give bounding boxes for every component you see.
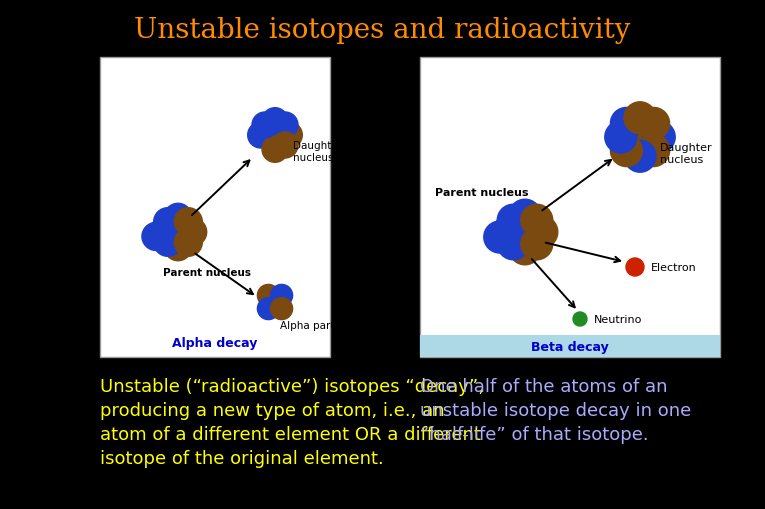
Circle shape — [271, 298, 292, 320]
Text: Parent nucleus: Parent nucleus — [163, 267, 251, 277]
Circle shape — [142, 223, 170, 251]
Text: Alpha particle: Alpha particle — [280, 320, 353, 330]
Circle shape — [521, 205, 553, 237]
Circle shape — [262, 137, 288, 163]
Circle shape — [257, 298, 279, 320]
Text: Alpha decay: Alpha decay — [172, 336, 258, 349]
Circle shape — [497, 229, 529, 260]
Circle shape — [526, 216, 558, 248]
Text: Daughter
nucleus: Daughter nucleus — [293, 140, 342, 162]
Circle shape — [179, 218, 207, 246]
Circle shape — [492, 216, 524, 248]
Circle shape — [164, 204, 192, 232]
Circle shape — [605, 122, 636, 154]
Circle shape — [610, 135, 643, 167]
Circle shape — [271, 285, 292, 307]
Bar — [420, 335, 720, 357]
Text: Neutrino: Neutrino — [594, 315, 643, 324]
Circle shape — [497, 205, 529, 237]
Circle shape — [643, 122, 675, 154]
Circle shape — [149, 218, 177, 246]
Circle shape — [573, 313, 587, 326]
Text: producing a new type of atom, i.e., an: producing a new type of atom, i.e., an — [100, 401, 444, 419]
Bar — [100, 58, 330, 357]
Circle shape — [637, 135, 669, 167]
Text: “half-life” of that isotope.: “half-life” of that isotope. — [420, 425, 649, 443]
Circle shape — [272, 113, 298, 139]
Circle shape — [272, 133, 298, 159]
Circle shape — [624, 141, 656, 173]
Circle shape — [262, 108, 288, 134]
Circle shape — [483, 221, 516, 253]
Bar — [420, 58, 720, 357]
Text: Unstable (“radioactive”) isotopes “decay”,: Unstable (“radioactive”) isotopes “decay… — [100, 377, 484, 395]
Text: Daughter
nucleus: Daughter nucleus — [660, 143, 713, 164]
Circle shape — [164, 233, 192, 261]
Circle shape — [154, 229, 182, 257]
Circle shape — [624, 122, 656, 154]
Text: unstable isotope decay in one: unstable isotope decay in one — [420, 401, 692, 419]
Circle shape — [276, 123, 302, 149]
Circle shape — [509, 200, 541, 232]
Text: Parent nucleus: Parent nucleus — [435, 188, 529, 197]
Circle shape — [509, 216, 541, 248]
Circle shape — [626, 259, 644, 276]
Circle shape — [509, 233, 541, 265]
Circle shape — [637, 108, 669, 140]
Text: atom of a different element OR a different: atom of a different element OR a differe… — [100, 425, 481, 443]
Text: One half of the atoms of an: One half of the atoms of an — [420, 377, 668, 395]
Circle shape — [248, 123, 274, 149]
Circle shape — [624, 103, 656, 134]
Circle shape — [164, 218, 192, 246]
Circle shape — [154, 208, 182, 236]
Circle shape — [174, 208, 202, 236]
Circle shape — [174, 229, 202, 257]
Circle shape — [252, 113, 278, 139]
Text: Beta decay: Beta decay — [531, 341, 609, 354]
Text: isotope of the original element.: isotope of the original element. — [100, 449, 384, 467]
Circle shape — [257, 285, 279, 307]
Text: Electron: Electron — [651, 263, 697, 272]
Circle shape — [521, 229, 553, 260]
Circle shape — [610, 108, 643, 140]
Text: Unstable isotopes and radioactivity: Unstable isotopes and radioactivity — [134, 16, 630, 43]
Circle shape — [262, 123, 288, 149]
